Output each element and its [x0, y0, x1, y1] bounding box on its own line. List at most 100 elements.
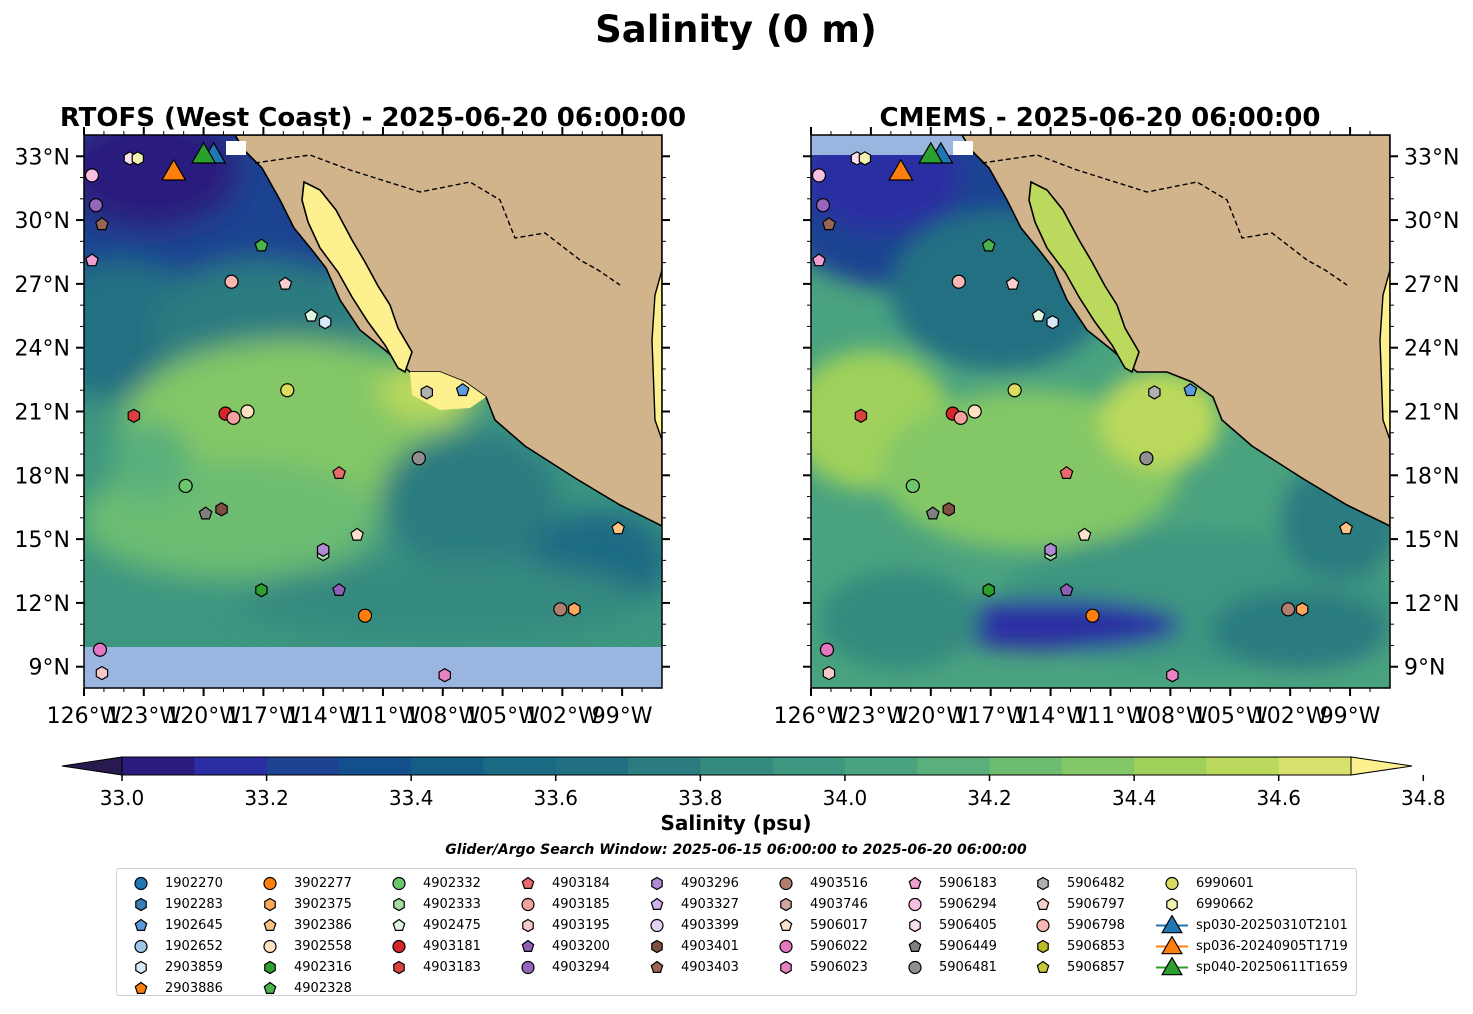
- float-5906449: [925, 506, 940, 520]
- legend-marker-icon: [1036, 960, 1050, 973]
- float-4903294: [88, 198, 104, 213]
- legend-label: 5906022: [810, 939, 868, 954]
- float-1902645: [455, 382, 470, 397]
- legend-marker-icon: [263, 876, 277, 891]
- float-3902558: [967, 404, 982, 419]
- float-hexagon-icon: [909, 918, 921, 933]
- float-4902316: [982, 583, 995, 598]
- glider-sp036-20240905T1719: [160, 158, 187, 181]
- y-tick-label: 27°N: [15, 273, 70, 298]
- legend-label: 5906481: [939, 960, 997, 975]
- x-tick-label: 117°W: [226, 704, 301, 729]
- x-tick-label: 123°W: [834, 704, 909, 729]
- float-circle-icon: [134, 876, 148, 891]
- float-pentagon-icon: [263, 981, 277, 994]
- legend-marker-icon: [135, 897, 147, 912]
- legend-item: 5906797: [1023, 894, 1125, 915]
- legend-label: 5906405: [939, 918, 997, 933]
- legend-item: 4903185: [508, 894, 610, 915]
- x-tick-label: 114°W: [286, 704, 361, 729]
- legend-label: 4902332: [423, 876, 481, 891]
- cmems-map-title: CMEMS - 2025-06-20 06:00:00: [880, 103, 1321, 133]
- legend-label: 5906294: [939, 897, 997, 912]
- float-5906183: [85, 253, 99, 267]
- float-4903183: [854, 408, 868, 423]
- colorbar-bin: [411, 757, 484, 775]
- legend-marker-icon: [264, 960, 276, 975]
- legend-label: 4903403: [681, 960, 739, 975]
- colorbar-bin: [1061, 757, 1135, 775]
- legend-marker-icon: [650, 918, 664, 933]
- float-4903516: [1281, 602, 1296, 617]
- float-4903403: [95, 217, 109, 231]
- legend-label: 4902316: [294, 960, 352, 975]
- float-5906022: [92, 642, 108, 657]
- float-hexagon-icon: [135, 897, 147, 912]
- legend-label: 6990601: [1196, 876, 1254, 891]
- legend-item: 1902645: [121, 915, 223, 936]
- colorbar-bin: [844, 757, 918, 775]
- legend-marker-icon: [521, 960, 535, 975]
- x-tick-label: 120°W: [893, 704, 968, 729]
- legend-marker-icon: [779, 939, 793, 954]
- legend-marker-icon: [909, 918, 921, 933]
- legend-marker-icon: [651, 939, 663, 954]
- float-circle-icon: [908, 897, 922, 912]
- legend-marker-icon: [392, 876, 406, 891]
- legend-item: 5906853: [1023, 936, 1125, 957]
- legend-item: 5906017: [766, 915, 868, 936]
- float-4903200: [1059, 582, 1074, 597]
- legend-item: 4903195: [508, 915, 610, 936]
- legend-column: 5906482 5906797 5906798 5906853 5906857: [1023, 873, 1125, 978]
- float-circle-icon: [650, 918, 664, 933]
- cmems-markers: [811, 141, 1354, 683]
- cmems-map: CMEMS - 2025-06-20 06:00:00: [774, 103, 1460, 729]
- rtofs-markers: [84, 141, 626, 683]
- colorbar-tick-label: 33.6: [533, 786, 578, 810]
- legend-item: 4903296: [637, 873, 739, 894]
- colorbar-bin: [266, 757, 340, 775]
- legend-label: 5906797: [1067, 897, 1125, 912]
- legend-column: 5906183 5906294 5906405 5906449 5906481: [895, 873, 997, 978]
- colorbar-bin: [1206, 757, 1280, 775]
- legend-item: 2903886: [121, 978, 223, 999]
- float-4902475: [304, 308, 319, 322]
- float-5906482: [1148, 385, 1161, 400]
- legend-item: 5906023: [766, 957, 868, 978]
- legend-marker-icon: [1166, 897, 1178, 912]
- float-4903200: [332, 582, 347, 597]
- legend-item: 4902328: [250, 978, 352, 999]
- legend-item: 5906405: [895, 915, 997, 936]
- float-1902645: [1183, 382, 1198, 397]
- legend-marker-icon: [651, 876, 663, 891]
- rtofs-axis-ticks: 126°W123°W120°W117°W114°W111°W108°W105°W…: [15, 127, 670, 729]
- float-5906449: [198, 506, 213, 520]
- legend-item: 5906481: [895, 957, 997, 978]
- float-5906482: [420, 385, 433, 400]
- figure-title: Salinity (0 m): [595, 8, 877, 51]
- float-4903183: [127, 408, 141, 423]
- legend-item: 4903327: [637, 894, 739, 915]
- legend-label: 5906482: [1067, 876, 1125, 891]
- float-hexagon-icon: [1037, 939, 1049, 954]
- colorbar-tick-label: 34.0: [823, 786, 868, 810]
- legend-marker-icon: [1037, 876, 1049, 891]
- glider-triangle-icon: [1156, 936, 1188, 955]
- float-hexagon-icon: [651, 876, 663, 891]
- float-4903195: [822, 665, 836, 681]
- legend-label: 5906798: [1067, 918, 1125, 933]
- legend-label: 1902645: [165, 918, 223, 933]
- legend-triangle-icon: [1161, 915, 1183, 934]
- float-4903184: [332, 465, 347, 479]
- legend-label: 4903516: [810, 876, 868, 891]
- y-tick-label: 9°N: [1404, 656, 1445, 681]
- glider-triangle-icon: [1156, 957, 1188, 976]
- float-5906797: [278, 276, 293, 290]
- float-circle-icon: [263, 876, 277, 891]
- x-tick-label: 105°W: [1193, 704, 1268, 729]
- legend-label: 4903185: [552, 897, 610, 912]
- float-4902328: [981, 238, 996, 252]
- float-circle-icon: [521, 960, 535, 975]
- colorbar-bin: [700, 757, 774, 775]
- float-5906183: [812, 253, 826, 267]
